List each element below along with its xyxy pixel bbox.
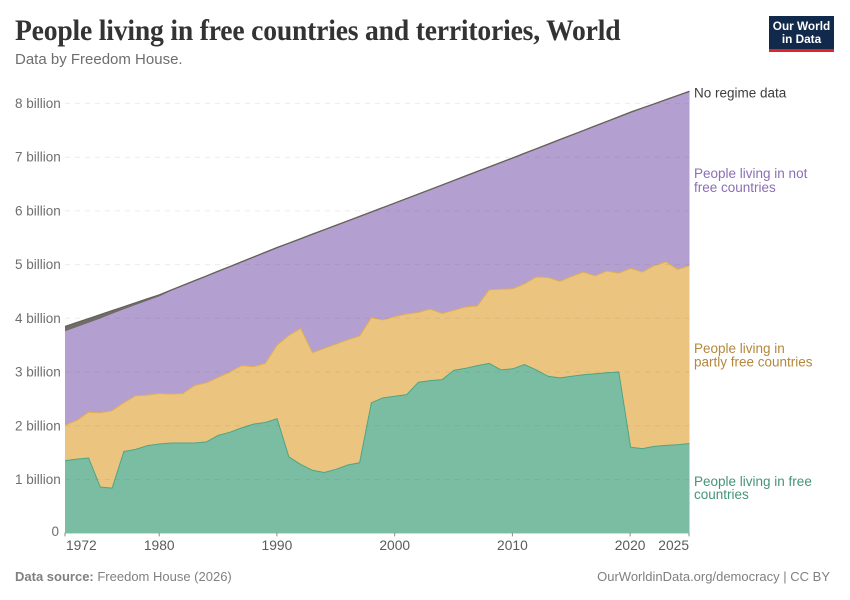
svg-text:1972: 1972 xyxy=(66,538,97,553)
svg-text:partly free countries: partly free countries xyxy=(694,355,813,370)
svg-text:4 billion: 4 billion xyxy=(15,311,61,326)
svg-text:8 billion: 8 billion xyxy=(15,96,61,111)
svg-text:free countries: free countries xyxy=(694,180,776,195)
svg-text:2 billion: 2 billion xyxy=(15,418,61,433)
svg-text:0: 0 xyxy=(51,524,59,539)
svg-text:6 billion: 6 billion xyxy=(15,203,61,218)
svg-text:5 billion: 5 billion xyxy=(15,257,61,272)
svg-text:1980: 1980 xyxy=(144,538,175,553)
svg-text:1 billion: 1 billion xyxy=(15,472,61,487)
svg-text:1990: 1990 xyxy=(262,538,293,553)
svg-text:2020: 2020 xyxy=(615,538,646,553)
svg-text:2000: 2000 xyxy=(379,538,410,553)
svg-text:2010: 2010 xyxy=(497,538,528,553)
svg-text:countries: countries xyxy=(694,487,749,502)
svg-text:People living in free: People living in free xyxy=(694,474,812,489)
svg-text:People living in: People living in xyxy=(694,341,785,356)
svg-text:3 billion: 3 billion xyxy=(15,365,61,380)
svg-text:No regime data: No regime data xyxy=(694,86,787,101)
svg-text:2025: 2025 xyxy=(658,538,689,553)
svg-text:7 billion: 7 billion xyxy=(15,150,61,165)
svg-text:People living in not: People living in not xyxy=(694,166,808,181)
